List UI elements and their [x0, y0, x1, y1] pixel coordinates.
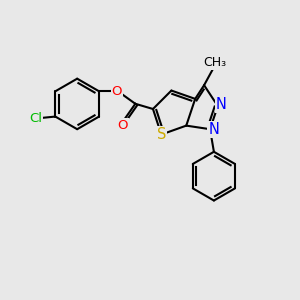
- Text: O: O: [112, 85, 122, 98]
- Text: O: O: [117, 119, 128, 132]
- Text: CH₃: CH₃: [203, 56, 226, 69]
- Text: Cl: Cl: [29, 112, 42, 124]
- Text: N: N: [208, 122, 219, 137]
- Text: N: N: [216, 97, 227, 112]
- Text: S: S: [157, 127, 166, 142]
